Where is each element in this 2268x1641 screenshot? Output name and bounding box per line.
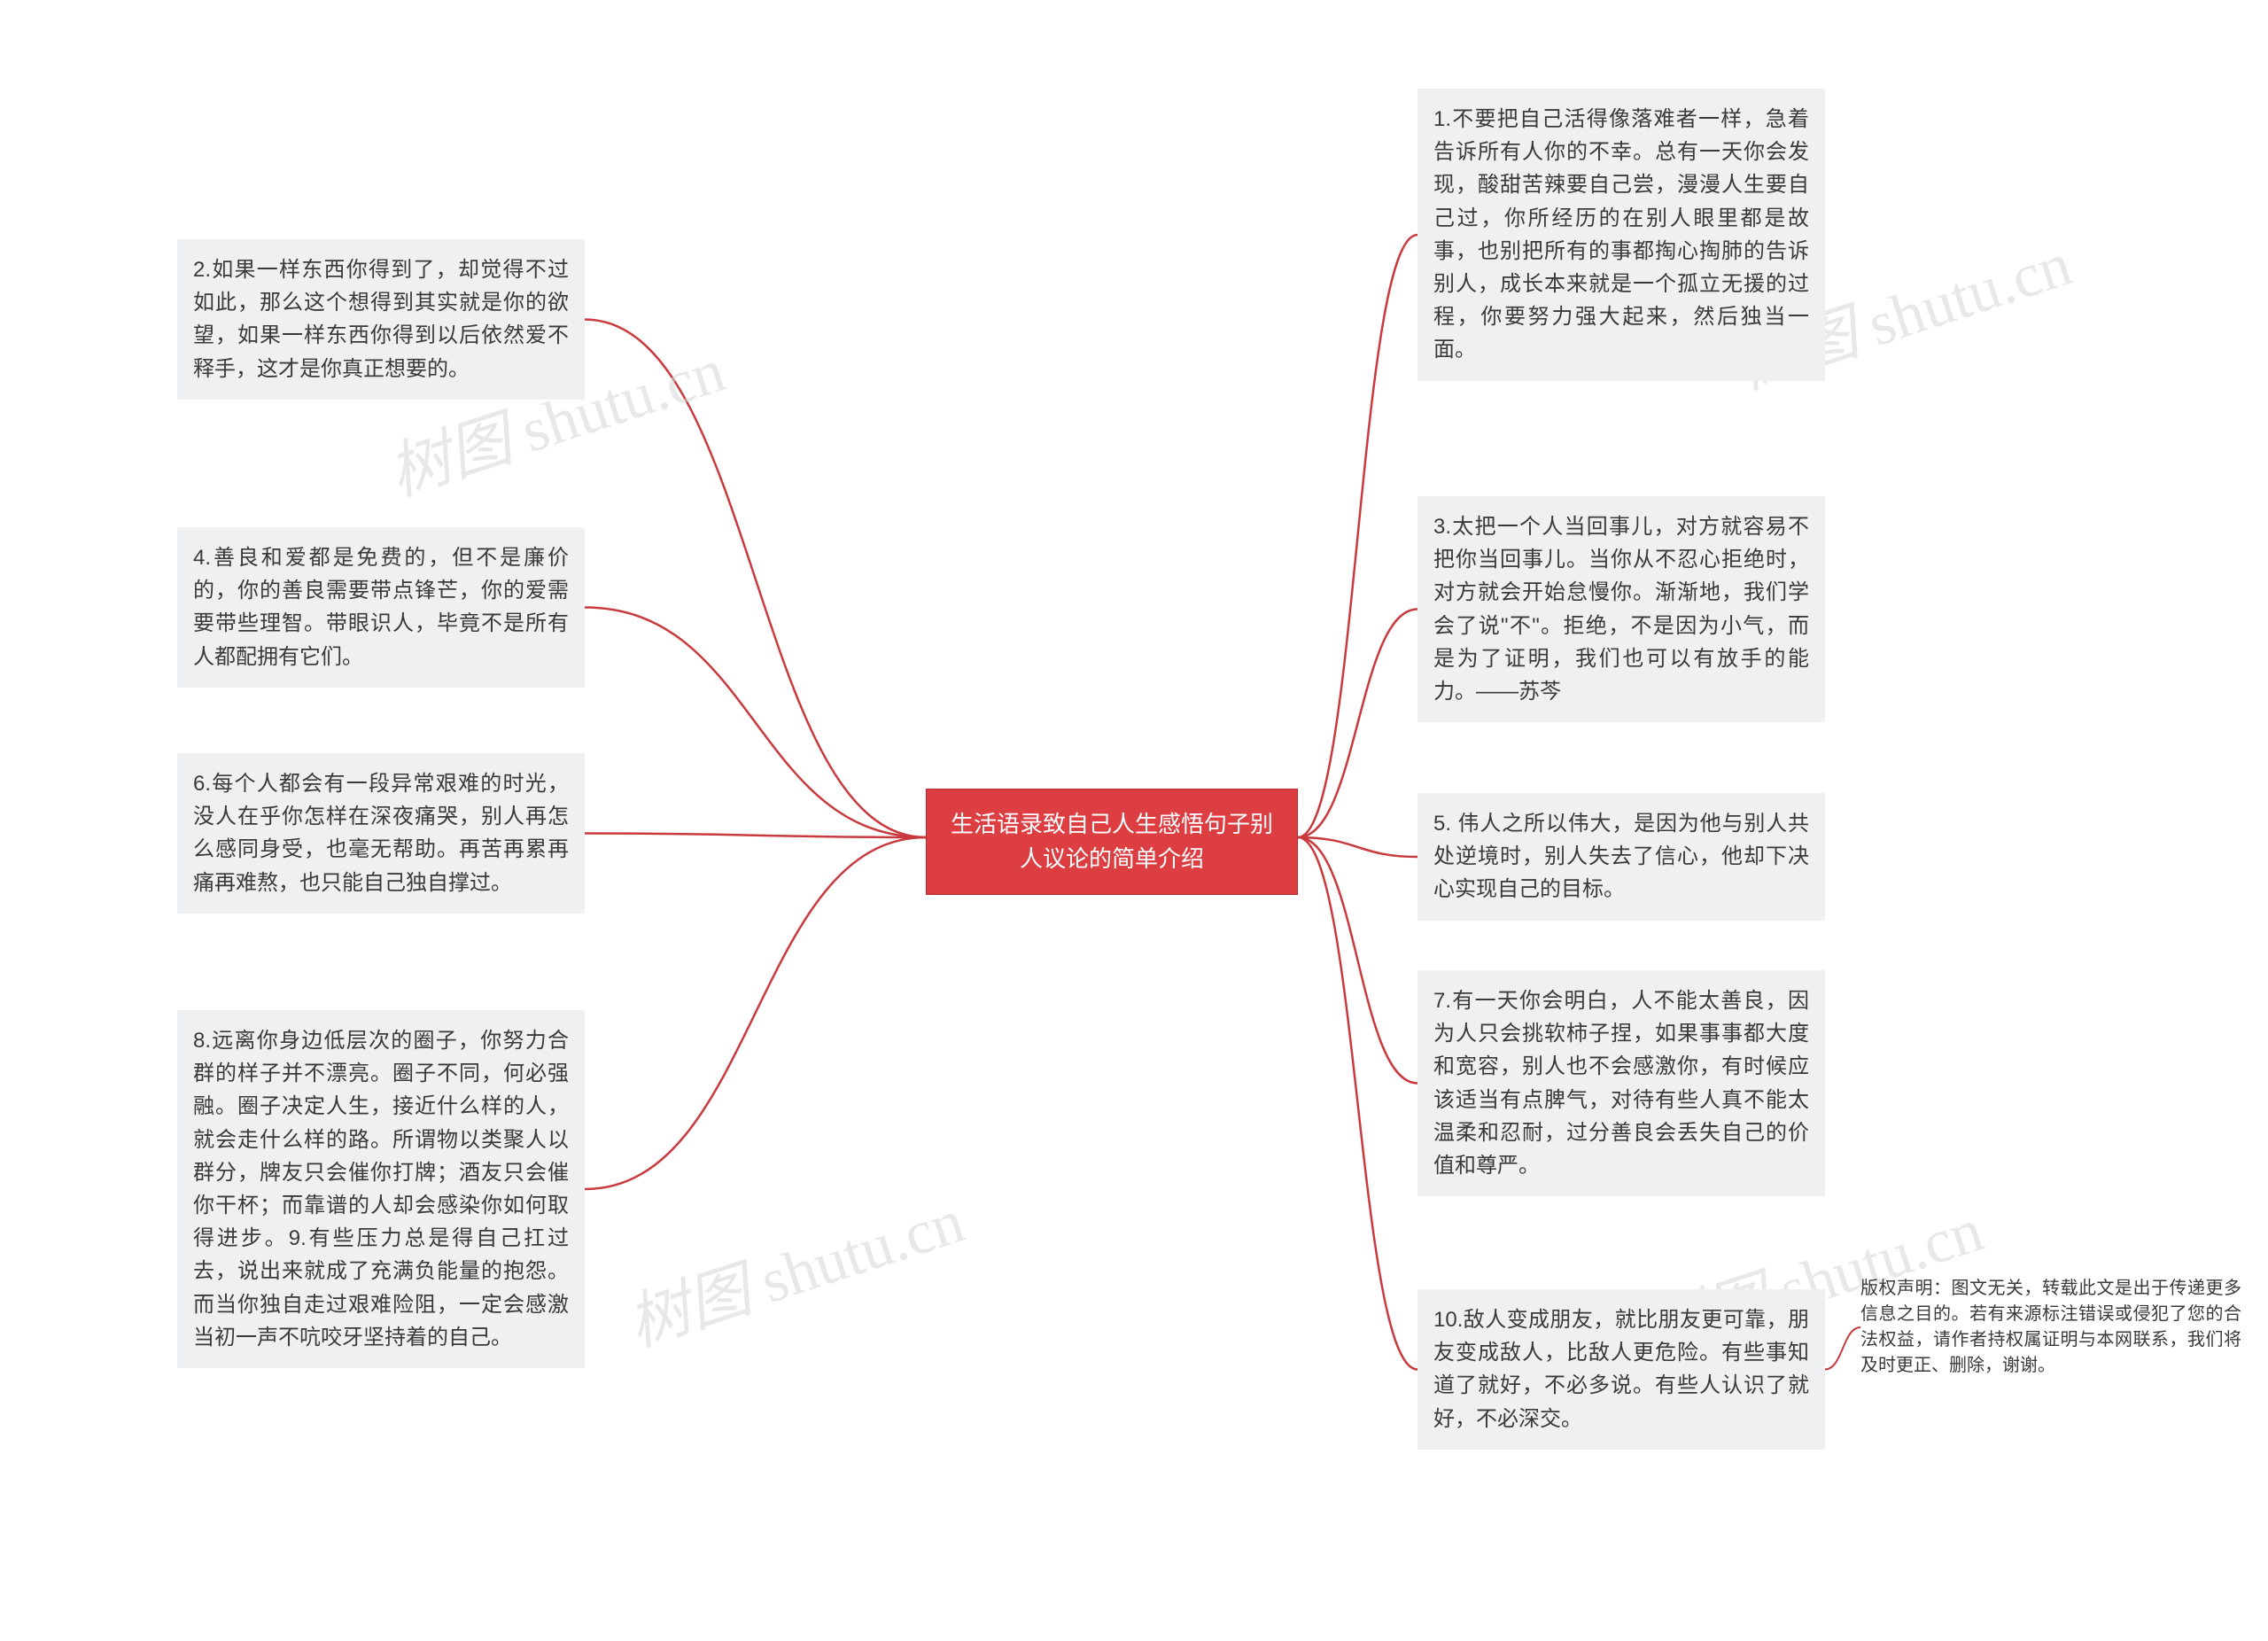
- leaf-node-n10: 10.敌人变成朋友，就比朋友更可靠，朋友变成敌人，比敌人更危险。有些事知道了就好…: [1418, 1289, 1825, 1450]
- leaf-node-n3: 3.太把一个人当回事儿，对方就容易不把你当回事儿。当你从不忍心拒绝时，对方就会开…: [1418, 496, 1825, 722]
- leaf-node-n6: 6.每个人都会有一段异常艰难的时光，没人在乎你怎样在深夜痛哭，别人再怎么感同身受…: [177, 753, 585, 914]
- leaf-node-n1: 1.不要把自己活得像落难者一样，急着告诉所有人你的不幸。总有一天你会发现，酸甜苦…: [1418, 89, 1825, 381]
- leaf-text: 8.远离你身边低层次的圈子，你努力合群的样子并不漂亮。圈子不同，何必强融。圈子决…: [193, 1029, 569, 1349]
- leaf-text: 4.善良和爱都是免费的，但不是廉价的，你的善良需要带点锋芒，你的爱需要带些理智。…: [193, 546, 569, 669]
- leaf-node-n4: 4.善良和爱都是免费的，但不是廉价的，你的善良需要带点锋芒，你的爱需要带些理智。…: [177, 527, 585, 688]
- sub-leaf-text: 版权声明：图文无关，转载此文是出于传递更多信息之目的。若有来源标注错误或侵犯了您…: [1860, 1279, 2241, 1375]
- leaf-text: 3.太把一个人当回事儿，对方就容易不把你当回事儿。当你从不忍心拒绝时，对方就会开…: [1433, 515, 1809, 704]
- leaf-text: 6.每个人都会有一段异常艰难的时光，没人在乎你怎样在深夜痛哭，别人再怎么感同身受…: [193, 772, 569, 895]
- leaf-text: 5. 伟人之所以伟大，是因为他与别人共处逆境时，别人失去了信心，他却下决心实现自…: [1433, 812, 1809, 901]
- sub-leaf-node: 版权声明：图文无关，转载此文是出于传递更多信息之目的。若有来源标注错误或侵犯了您…: [1860, 1276, 2241, 1379]
- leaf-node-n8: 8.远离你身边低层次的圈子，你努力合群的样子并不漂亮。圈子不同，何必强融。圈子决…: [177, 1010, 585, 1368]
- center-node: 生活语录致自己人生感悟句子别人议论的简单介绍: [926, 789, 1298, 895]
- leaf-text: 7.有一天你会明白，人不能太善良，因为人只会挑软柿子捏，如果事事都大度和宽容，别…: [1433, 989, 1809, 1178]
- center-text: 生活语录致自己人生感悟句子别人议论的简单介绍: [951, 811, 1273, 872]
- leaf-node-n5: 5. 伟人之所以伟大，是因为他与别人共处逆境时，别人失去了信心，他却下决心实现自…: [1418, 793, 1825, 921]
- leaf-node-n7: 7.有一天你会明白，人不能太善良，因为人只会挑软柿子捏，如果事事都大度和宽容，别…: [1418, 970, 1825, 1196]
- leaf-text: 1.不要把自己活得像落难者一样，急着告诉所有人你的不幸。总有一天你会发现，酸甜苦…: [1433, 107, 1809, 362]
- watermark: 树图 shutu.cn: [615, 1171, 974, 1364]
- leaf-node-n2: 2.如果一样东西你得到了，却觉得不过如此，那么这个想得到其实就是你的欲望，如果一…: [177, 239, 585, 400]
- leaf-text: 2.如果一样东西你得到了，却觉得不过如此，那么这个想得到其实就是你的欲望，如果一…: [193, 258, 569, 381]
- leaf-text: 10.敌人变成朋友，就比朋友更可靠，朋友变成敌人，比敌人更危险。有些事知道了就好…: [1433, 1308, 1809, 1431]
